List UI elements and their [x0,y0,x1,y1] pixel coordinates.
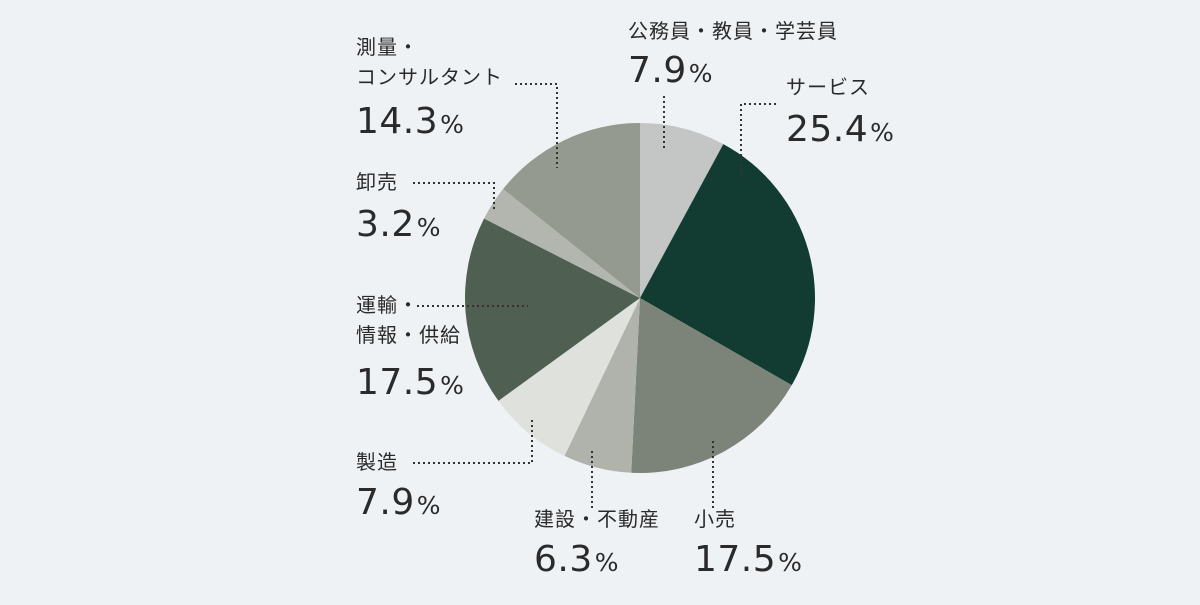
slice-labels: 公務員・教員・学芸員 7.9% サービス 25.4% 小売 17.5% 建設・不動産 6.3%… [356,19,894,580]
slice-percent-label: 7.9% [356,482,441,523]
slice-percent-label: 7.9% [628,50,713,91]
slice-percent-label: 17.5% [356,362,464,403]
slice-percent-label: 14.3% [356,101,464,142]
slice-name-label: 卸売 [356,170,398,194]
pie-slice [484,189,640,298]
pie-slice [464,218,640,401]
slice-name-label: 小売 [694,507,736,531]
leader-line [740,103,776,182]
slice-name-label: 情報・供給 [356,323,461,347]
slice-name-label: サービス [786,75,870,99]
pie-slice [631,298,792,474]
pie-slice [498,298,640,456]
leader-line [413,418,533,464]
slice-name-label: 運輸・ [356,293,419,317]
leader-line [413,182,495,210]
slice-name-label: 製造 [356,450,398,474]
slice-percent-label: 25.4% [786,109,894,150]
slice-percent-label: 17.5% [694,539,802,580]
pie-slice [564,298,640,473]
leader-line [515,83,558,168]
slice-percent-label: 3.2% [356,204,441,245]
slice-name-label: コンサルタント [356,65,503,89]
pie-slice [640,123,724,298]
pie-slice [640,144,816,386]
slice-name-label: 公務員・教員・学芸員 [628,19,838,43]
slice-name-label: 建設・不動産 [534,507,660,531]
slice-name-label: 測量・ [356,35,419,59]
slice-percent-label: 6.3% [534,539,619,580]
leader-lines [413,83,776,508]
pie-slices [464,123,816,474]
pie-slice [503,123,640,298]
